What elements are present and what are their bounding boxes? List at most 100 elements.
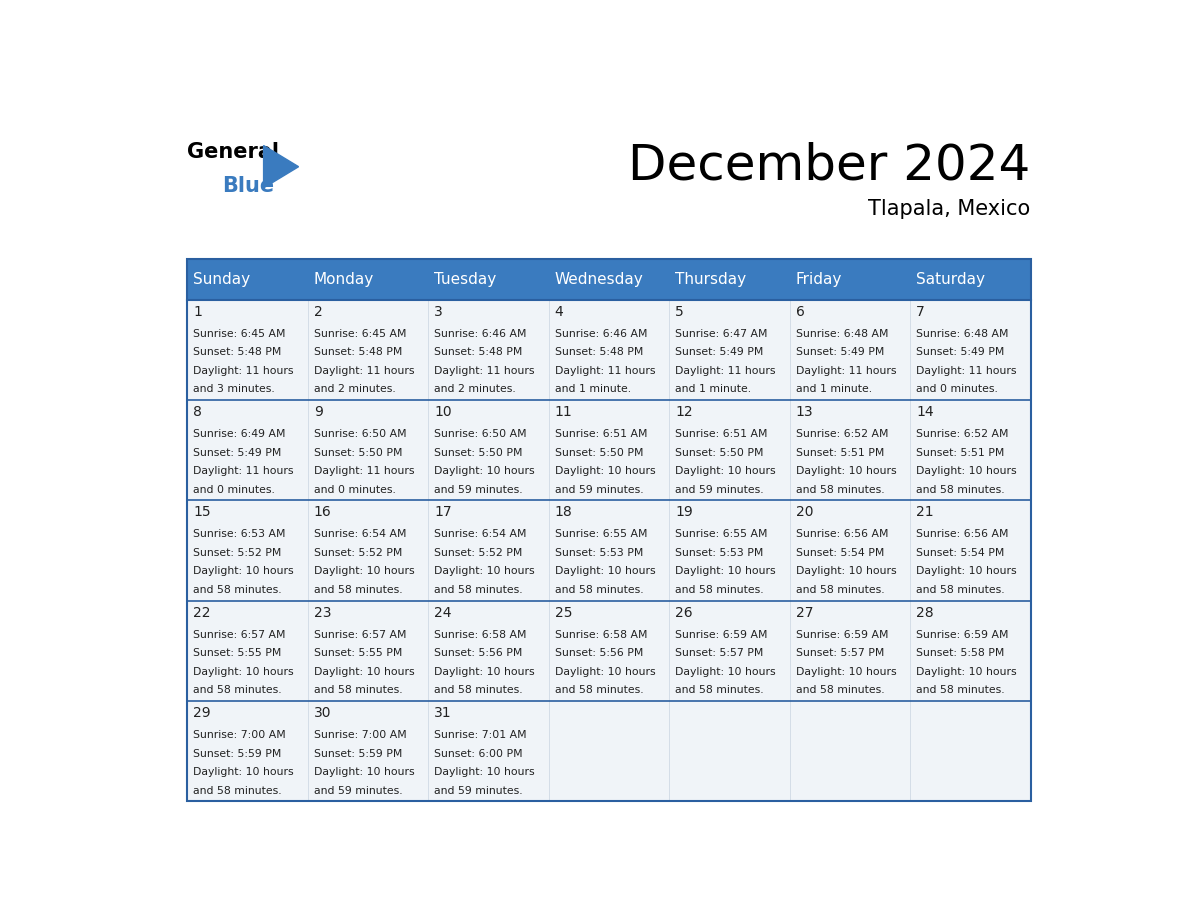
Bar: [428, 701, 549, 801]
Text: Sunrise: 6:57 AM: Sunrise: 6:57 AM: [314, 630, 406, 640]
Text: Sunset: 5:50 PM: Sunset: 5:50 PM: [314, 447, 403, 457]
Text: 22: 22: [194, 606, 210, 620]
Text: Sunset: 5:52 PM: Sunset: 5:52 PM: [434, 548, 523, 558]
Text: Daylight: 10 hours: Daylight: 10 hours: [194, 666, 293, 677]
Text: Sunrise: 6:48 AM: Sunrise: 6:48 AM: [796, 329, 889, 339]
Text: Daylight: 10 hours: Daylight: 10 hours: [796, 466, 896, 476]
Text: and 58 minutes.: and 58 minutes.: [314, 686, 403, 696]
Bar: [910, 701, 1030, 801]
Bar: [308, 400, 428, 500]
Bar: [790, 400, 910, 500]
Polygon shape: [264, 145, 298, 188]
Bar: [428, 400, 549, 500]
Text: Sunset: 5:55 PM: Sunset: 5:55 PM: [194, 648, 282, 658]
Text: Sunrise: 6:54 AM: Sunrise: 6:54 AM: [314, 530, 406, 540]
Text: Sunset: 5:54 PM: Sunset: 5:54 PM: [796, 548, 884, 558]
Text: Daylight: 11 hours: Daylight: 11 hours: [194, 365, 293, 375]
Bar: [428, 259, 549, 299]
Bar: [669, 299, 790, 400]
Text: and 58 minutes.: and 58 minutes.: [796, 585, 884, 595]
Text: 20: 20: [796, 505, 813, 520]
Bar: [549, 701, 669, 801]
Text: 3: 3: [434, 305, 443, 319]
Text: 24: 24: [434, 606, 451, 620]
Bar: [308, 600, 428, 701]
Bar: [188, 299, 308, 400]
Text: Daylight: 10 hours: Daylight: 10 hours: [314, 767, 415, 778]
Text: and 59 minutes.: and 59 minutes.: [434, 485, 523, 495]
Text: Daylight: 11 hours: Daylight: 11 hours: [194, 466, 293, 476]
Text: Daylight: 10 hours: Daylight: 10 hours: [675, 666, 776, 677]
Text: Sunrise: 6:52 AM: Sunrise: 6:52 AM: [916, 429, 1009, 439]
Text: Sunrise: 6:58 AM: Sunrise: 6:58 AM: [434, 630, 526, 640]
Bar: [669, 259, 790, 299]
Text: Sunrise: 6:49 AM: Sunrise: 6:49 AM: [194, 429, 285, 439]
Text: and 58 minutes.: and 58 minutes.: [796, 485, 884, 495]
Text: Daylight: 11 hours: Daylight: 11 hours: [434, 365, 535, 375]
Text: and 58 minutes.: and 58 minutes.: [194, 686, 282, 696]
Text: Monday: Monday: [314, 272, 374, 286]
Text: and 0 minutes.: and 0 minutes.: [916, 385, 998, 395]
Text: Sunset: 5:52 PM: Sunset: 5:52 PM: [314, 548, 402, 558]
Bar: [669, 600, 790, 701]
Text: Sunrise: 6:59 AM: Sunrise: 6:59 AM: [675, 630, 767, 640]
Text: Friday: Friday: [796, 272, 842, 286]
Text: Sunrise: 6:54 AM: Sunrise: 6:54 AM: [434, 530, 526, 540]
Bar: [188, 400, 308, 500]
Text: Sunrise: 6:46 AM: Sunrise: 6:46 AM: [434, 329, 526, 339]
Text: Daylight: 10 hours: Daylight: 10 hours: [916, 666, 1017, 677]
Text: and 2 minutes.: and 2 minutes.: [434, 385, 516, 395]
Text: and 58 minutes.: and 58 minutes.: [194, 585, 282, 595]
Text: Sunset: 6:00 PM: Sunset: 6:00 PM: [434, 749, 523, 758]
Text: Sunset: 5:49 PM: Sunset: 5:49 PM: [194, 447, 282, 457]
Text: Sunset: 5:58 PM: Sunset: 5:58 PM: [916, 648, 1004, 658]
Text: Daylight: 10 hours: Daylight: 10 hours: [555, 566, 656, 577]
Text: and 1 minute.: and 1 minute.: [675, 385, 751, 395]
Text: Sunset: 5:48 PM: Sunset: 5:48 PM: [434, 347, 523, 357]
Text: Sunrise: 6:48 AM: Sunrise: 6:48 AM: [916, 329, 1009, 339]
Text: Daylight: 10 hours: Daylight: 10 hours: [434, 666, 535, 677]
Text: Sunday: Sunday: [194, 272, 251, 286]
Text: and 59 minutes.: and 59 minutes.: [434, 786, 523, 796]
Text: 30: 30: [314, 706, 331, 720]
Text: Sunset: 5:57 PM: Sunset: 5:57 PM: [675, 648, 764, 658]
Text: and 3 minutes.: and 3 minutes.: [194, 385, 274, 395]
Bar: [549, 299, 669, 400]
Text: 15: 15: [194, 505, 210, 520]
Text: Daylight: 11 hours: Daylight: 11 hours: [675, 365, 776, 375]
Text: Daylight: 10 hours: Daylight: 10 hours: [194, 767, 293, 778]
Text: Sunset: 5:54 PM: Sunset: 5:54 PM: [916, 548, 1004, 558]
Bar: [428, 500, 549, 600]
Text: 11: 11: [555, 405, 573, 419]
Text: 31: 31: [434, 706, 451, 720]
Text: Sunset: 5:48 PM: Sunset: 5:48 PM: [194, 347, 282, 357]
Text: and 58 minutes.: and 58 minutes.: [916, 485, 1005, 495]
Text: Thursday: Thursday: [675, 272, 746, 286]
Text: Sunrise: 6:45 AM: Sunrise: 6:45 AM: [194, 329, 285, 339]
Text: Sunset: 5:49 PM: Sunset: 5:49 PM: [916, 347, 1004, 357]
Text: 23: 23: [314, 606, 331, 620]
Text: 13: 13: [796, 405, 814, 419]
Text: 27: 27: [796, 606, 813, 620]
Text: Sunset: 5:51 PM: Sunset: 5:51 PM: [796, 447, 884, 457]
Text: Sunset: 5:53 PM: Sunset: 5:53 PM: [555, 548, 643, 558]
Text: Sunset: 5:56 PM: Sunset: 5:56 PM: [434, 648, 523, 658]
Text: Sunrise: 6:50 AM: Sunrise: 6:50 AM: [314, 429, 406, 439]
Text: Sunrise: 6:59 AM: Sunrise: 6:59 AM: [916, 630, 1009, 640]
Text: Sunrise: 6:55 AM: Sunrise: 6:55 AM: [555, 530, 647, 540]
Text: Sunrise: 7:00 AM: Sunrise: 7:00 AM: [194, 730, 286, 740]
Bar: [790, 500, 910, 600]
Text: Sunrise: 6:46 AM: Sunrise: 6:46 AM: [555, 329, 647, 339]
Bar: [188, 600, 308, 701]
Text: Sunrise: 7:01 AM: Sunrise: 7:01 AM: [434, 730, 526, 740]
Text: 6: 6: [796, 305, 804, 319]
Text: Daylight: 10 hours: Daylight: 10 hours: [434, 767, 535, 778]
Bar: [910, 600, 1030, 701]
Text: 19: 19: [675, 505, 693, 520]
Text: and 58 minutes.: and 58 minutes.: [194, 786, 282, 796]
Text: Sunrise: 6:50 AM: Sunrise: 6:50 AM: [434, 429, 526, 439]
Text: and 58 minutes.: and 58 minutes.: [434, 585, 523, 595]
Text: Daylight: 10 hours: Daylight: 10 hours: [434, 466, 535, 476]
Bar: [308, 701, 428, 801]
Text: Sunset: 5:50 PM: Sunset: 5:50 PM: [555, 447, 643, 457]
